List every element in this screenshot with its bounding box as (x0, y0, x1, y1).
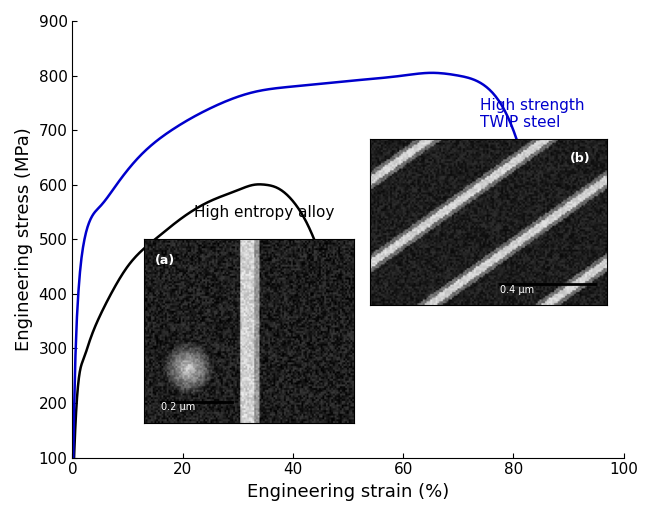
Text: High entropy alloy: High entropy alloy (194, 205, 334, 220)
X-axis label: Engineering strain (%): Engineering strain (%) (247, 483, 449, 501)
Text: High strength
TWIP steel: High strength TWIP steel (480, 98, 585, 130)
Y-axis label: Engineering stress (MPa): Engineering stress (MPa) (15, 127, 33, 351)
